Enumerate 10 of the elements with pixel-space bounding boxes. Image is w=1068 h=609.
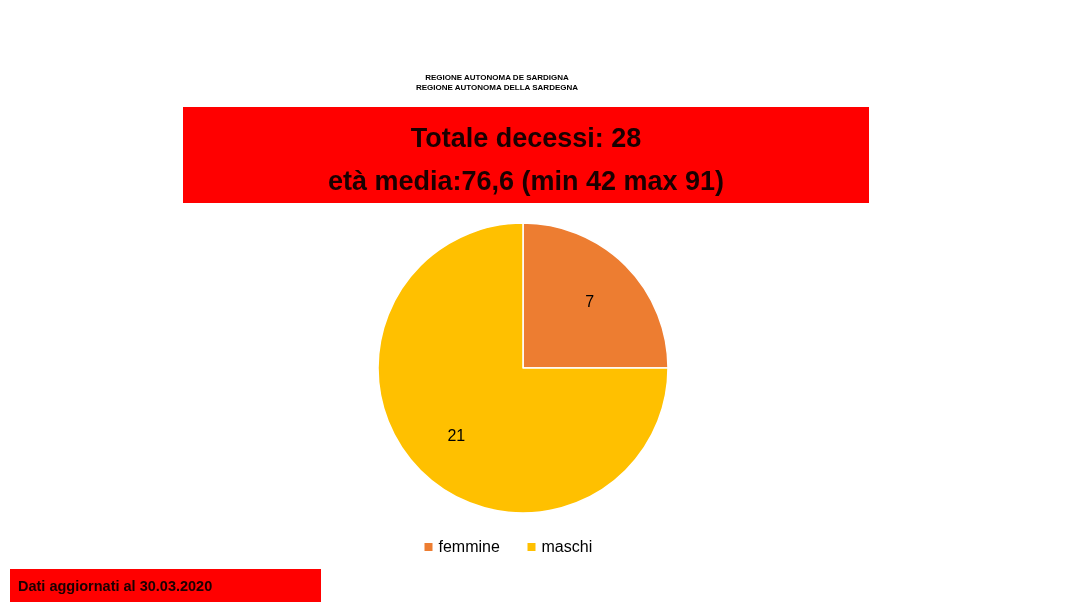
chart-title: Totale decessi: 28 (410, 123, 642, 153)
text: REGIONE AUTONOMA DELLA SARDEGNA (415, 83, 579, 92)
text: Dati aggiornati al 30.03.2020 (18, 578, 213, 594)
legend-label: femmine (438, 538, 500, 555)
data-label: 21 (447, 426, 466, 444)
data-label: 7 (585, 293, 595, 311)
pie-slice (377, 222, 669, 514)
text: REGIONE AUTONOMA DE SARDIGNA (425, 73, 570, 82)
legend-label: maschi (541, 538, 593, 555)
chart-subtitle: età media:76,6 (min 42 max 91) (327, 166, 725, 196)
